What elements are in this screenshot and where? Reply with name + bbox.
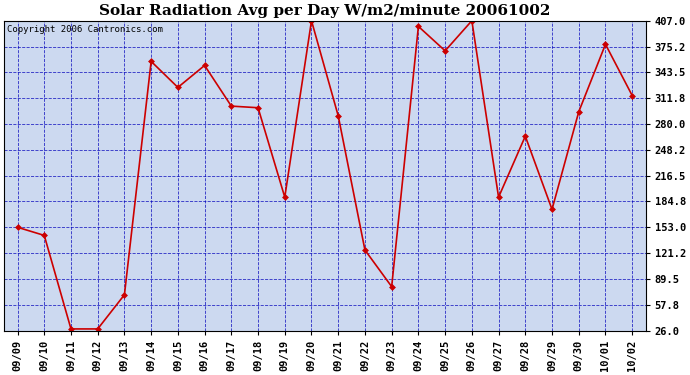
Title: Solar Radiation Avg per Day W/m2/minute 20061002: Solar Radiation Avg per Day W/m2/minute … bbox=[99, 4, 551, 18]
Text: Copyright 2006 Cantronics.com: Copyright 2006 Cantronics.com bbox=[8, 26, 164, 34]
